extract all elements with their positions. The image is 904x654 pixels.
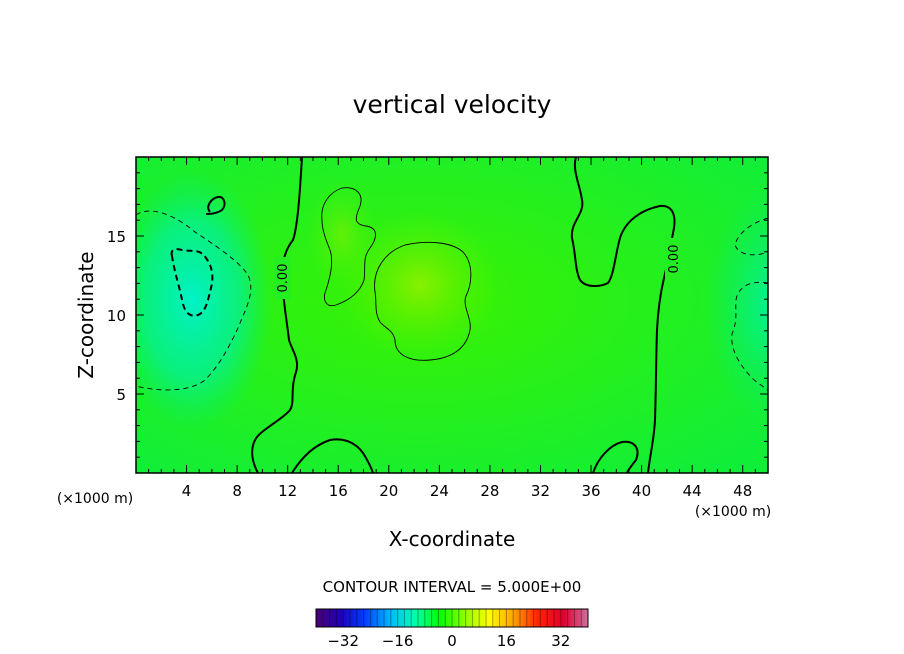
zero-contours [170, 157, 676, 473]
x-unit-left: (×1000 m) [57, 491, 133, 507]
pos-contour-center [374, 241, 472, 361]
y-axis-label: Z-coordinate [74, 251, 98, 378]
neg-contour-right-lower [731, 281, 768, 393]
x-tick-label: 8 [232, 482, 242, 500]
pos-contour-upper [321, 187, 376, 307]
contour-interval-text: CONTOUR INTERVAL = 5.000E+00 [323, 578, 582, 596]
x-tick-label: 32 [531, 482, 550, 500]
colorbar-ticks: −32 −16 0 16 32 [327, 632, 570, 650]
x-tick-label: 16 [329, 482, 348, 500]
x-tick-label: 28 [480, 482, 499, 500]
contour-label-bg-left [274, 257, 290, 299]
colorbar-tick-label: −32 [327, 632, 359, 650]
colorbar-frame [315, 608, 589, 628]
zero-contour-blob [205, 195, 226, 215]
neg-contour-left-inner [170, 248, 214, 317]
colorbar-stripes [322, 609, 582, 627]
zero-contour-right-top [570, 157, 676, 473]
contour-label-right: 0.00 [667, 245, 682, 274]
zero-contour-left [251, 157, 303, 473]
colorbar-tick-label: 32 [551, 632, 570, 650]
chart-title: vertical velocity [353, 90, 552, 119]
field-max-upper [307, 180, 377, 290]
x-tick-label: 12 [278, 482, 297, 500]
contour-label-left: 0.00 [276, 264, 291, 293]
x-unit-right: (×1000 m) [695, 504, 771, 520]
x-tick-label: 40 [632, 482, 651, 500]
colorbar-fill [316, 609, 588, 627]
colorbar-tick-label: −16 [382, 632, 414, 650]
x-tick-label: 4 [182, 482, 192, 500]
y-tick-label: 5 [116, 386, 126, 404]
zero-contour-bottom-right [592, 440, 639, 473]
colorbar: −32 −16 0 16 32 [315, 608, 589, 650]
negative-contours [136, 210, 768, 393]
x-tick-label: 48 [733, 482, 752, 500]
x-tick-label: 20 [379, 482, 398, 500]
positive-contours [321, 187, 472, 361]
neg-contour-left-outer [136, 210, 252, 391]
field-min-right [705, 185, 768, 425]
field-min-left [136, 170, 272, 430]
y-axis: 5 10 15 [107, 172, 768, 458]
colorbar-tick-label: 0 [447, 632, 457, 650]
colorbar-tick-label: 16 [497, 632, 516, 650]
x-tick-label: 36 [581, 482, 600, 500]
x-axis-label: X-coordinate [389, 527, 516, 551]
plot-area [136, 157, 768, 473]
x-axis: 4 8 12 16 20 24 28 32 36 40 44 48 [148, 157, 756, 500]
zero-contour-bottom [291, 438, 374, 473]
y-tick-label: 15 [107, 228, 126, 246]
contour-label-bg-right [665, 238, 681, 280]
contour-labels: 0.00 0.00 [274, 238, 682, 299]
y-tick-label: 10 [107, 307, 126, 325]
x-tick-label: 24 [430, 482, 449, 500]
neg-contour-right-upper [734, 217, 768, 256]
x-tick-label: 44 [683, 482, 702, 500]
